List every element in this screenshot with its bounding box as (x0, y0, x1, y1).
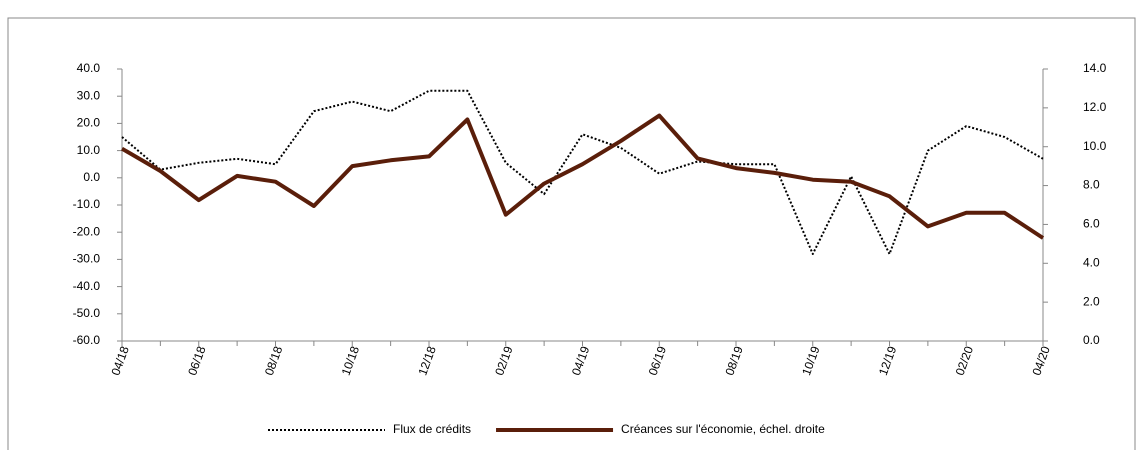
legend-label: Flux de crédits (393, 422, 471, 436)
y-tick-label: -60.0 (73, 333, 101, 347)
legend-label: Créances sur l'économie, échel. droite (621, 422, 825, 436)
y2-tick-label: 6.0 (1083, 217, 1100, 231)
y2-tick-label: 12.0 (1083, 100, 1107, 114)
y-tick-label: 10.0 (77, 143, 101, 157)
y-tick-label: 20.0 (77, 116, 101, 130)
y2-tick-label: 14.0 (1083, 61, 1107, 75)
y2-tick-label: 2.0 (1083, 294, 1100, 308)
y-tick-label: 40.0 (77, 61, 101, 75)
y-tick-label: 30.0 (77, 88, 101, 102)
y-tick-label: -50.0 (73, 306, 101, 320)
series-line (120, 113, 1045, 240)
chart-frame (7, 17, 1136, 450)
y2-tick-label: 4.0 (1083, 255, 1100, 269)
y-tick-label: -30.0 (73, 252, 101, 266)
y-tick-label: -20.0 (73, 224, 101, 238)
y2-tick-label: 0.0 (1083, 333, 1100, 347)
y2-tick-label: 10.0 (1083, 139, 1107, 153)
y-tick-label: 0.0 (83, 170, 100, 184)
y-tick-label: -10.0 (73, 197, 101, 211)
y2-tick-label: 8.0 (1083, 178, 1100, 192)
y-tick-label: -40.0 (73, 279, 101, 293)
